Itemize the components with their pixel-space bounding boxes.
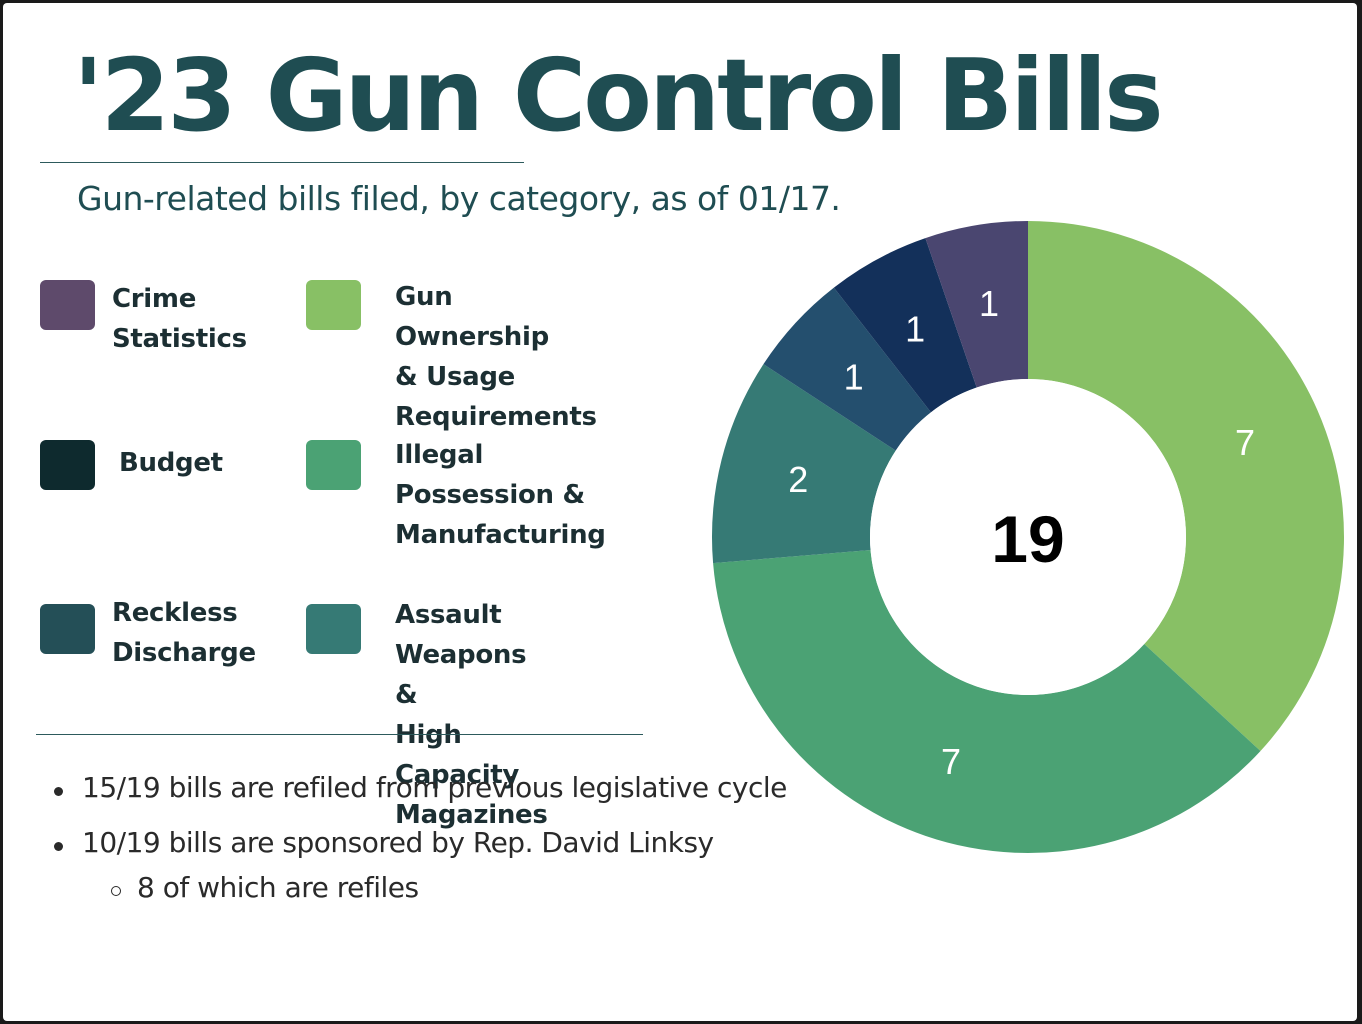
donut-slice-label-5: 1	[905, 309, 925, 350]
legend-label: Budget	[119, 448, 223, 478]
page-subtitle: Gun-related bills filed, by category, as…	[77, 179, 841, 218]
legend-swatch	[306, 280, 361, 330]
legend-label: Crime Statistics	[112, 284, 247, 354]
title-divider	[40, 162, 524, 163]
legend-label: Assault Weapons & High Capacity Magazine…	[395, 600, 548, 830]
legend-swatch	[40, 280, 95, 330]
donut-slice-5	[833, 238, 977, 413]
sub-bullet-circle-icon	[111, 886, 121, 896]
donut-slice-6	[925, 221, 1028, 388]
donut-total-label: 19	[991, 502, 1064, 576]
note-sponsored: 10/19 bills are sponsored by Rep. David …	[82, 826, 714, 859]
donut-slice-2	[713, 550, 1261, 854]
legend-swatch	[40, 604, 95, 654]
legend-label: Gun Ownership & Usage Requirements	[395, 282, 597, 432]
bullet-dot-icon	[54, 842, 63, 851]
legend-label: Illegal Possession & Manufacturing	[395, 440, 606, 550]
donut-slice-3	[712, 364, 896, 564]
donut-slice-1	[1028, 221, 1344, 752]
legend-divider	[36, 734, 643, 735]
legend-swatch	[306, 604, 361, 654]
legend-label: Reckless Discharge	[112, 598, 256, 668]
donut-slice-label-4: 1	[844, 356, 864, 397]
bullet-dot-icon	[54, 787, 63, 796]
note-refiles-sub: 8 of which are refiles	[137, 871, 419, 904]
donut-slice-label-6: 1	[979, 283, 999, 324]
donut-slice-label-2: 7	[941, 741, 961, 782]
donut-slice-label-3: 2	[788, 459, 808, 500]
infographic-canvas: '23 Gun Control Bills Gun-related bills …	[3, 3, 1357, 1021]
legend-swatch	[40, 440, 95, 490]
donut-slice-label-1: 7	[1235, 422, 1255, 463]
page-title: '23 Gun Control Bills	[73, 37, 1164, 154]
donut-hole	[870, 379, 1186, 695]
note-refiled: 15/19 bills are refiled from previous le…	[82, 771, 787, 804]
legend-swatch	[306, 440, 361, 490]
donut-slices	[712, 221, 1344, 854]
donut-slice-4	[763, 287, 931, 451]
